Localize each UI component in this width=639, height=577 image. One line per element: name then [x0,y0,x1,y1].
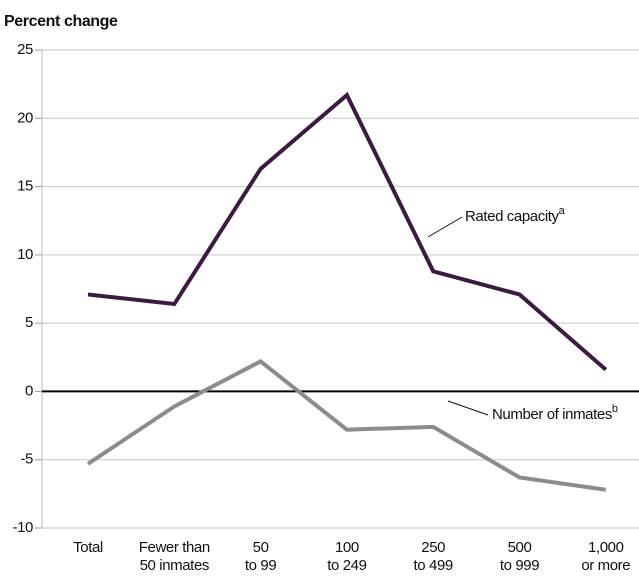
x-tick-label: 250 [421,539,445,556]
x-tick-label: to 999 [500,557,539,574]
x-tick-label: to 99 [245,557,276,574]
y-tick-label: 15 [17,178,33,195]
x-tick-label: Fewer than [139,539,210,556]
x-tick-label: 50 inmates [140,557,209,574]
series-note: b [612,403,618,415]
leader-line [447,400,489,416]
line-series [86,359,607,492]
x-tick-label: Total [73,539,103,556]
y-tick-label: -10 [13,519,34,536]
x-tick-label: to 499 [414,557,453,574]
x-tick-label: or more [581,557,630,574]
series-note: a [559,205,566,217]
y-tick-label: 25 [17,41,33,58]
y-tick-label: 0 [25,382,33,399]
series-name: Number of inmates [492,406,612,423]
series-label: Number of inmatesb [492,403,618,423]
y-axis-title: Percent change [4,13,118,30]
x-tick-label: to 249 [327,557,366,574]
series-label: Rated capacitya [465,205,566,225]
leader-line [427,216,463,238]
y-tick-label: 20 [17,109,33,126]
x-tick-label: 1,000 [588,539,624,556]
line-series [87,91,608,372]
y-tick-label: 5 [25,314,33,331]
series-name: Rated capacity [465,208,560,225]
y-tick-label: 10 [17,246,33,263]
x-tick-label: 500 [508,539,532,556]
x-tick-label: 50 [253,539,269,556]
y-tick-label: -5 [20,451,33,468]
x-tick-label: 100 [335,539,359,556]
